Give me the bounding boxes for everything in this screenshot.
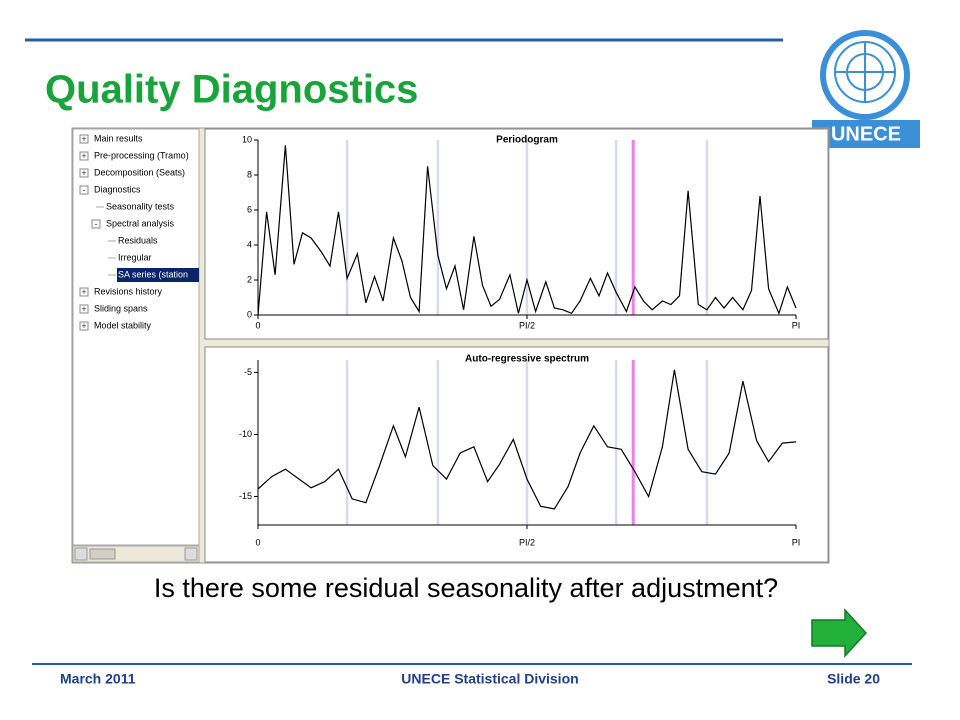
- logo-text: UNECE: [831, 123, 901, 145]
- expander: +: [81, 304, 86, 314]
- tree-item: Main results: [94, 133, 143, 143]
- footer-date: March 2011: [60, 671, 136, 687]
- tree-item: Irregular: [118, 252, 152, 262]
- x-tick-label: PI/2: [519, 537, 535, 547]
- series-line: [257, 369, 797, 510]
- x-tick-label: 0: [255, 320, 260, 330]
- y-tick-label: 6: [247, 204, 252, 214]
- next-arrow[interactable]: [811, 608, 868, 658]
- expander: +: [81, 321, 86, 331]
- expander-box: [91, 219, 101, 229]
- tree-item: Diagnostics: [94, 184, 141, 194]
- y-tick-label: 10: [242, 134, 252, 144]
- y-tick-label: 2: [247, 274, 252, 284]
- x-tick-label: PI: [792, 537, 801, 547]
- expander-box: [79, 185, 89, 195]
- y-tick-label: 8: [247, 169, 252, 179]
- expander: +: [81, 151, 86, 161]
- un-logo: UNECE: [812, 30, 920, 148]
- tree-view: + Main results + Pre-processing (Tramo) + Dec…: [79, 133, 199, 331]
- tree-item: Sliding spans: [94, 303, 148, 313]
- footer-org: UNECE Statistical Division: [401, 671, 578, 687]
- tree-item: Spectral analysis: [106, 218, 175, 228]
- selection: [117, 268, 199, 282]
- tree-item: Model stability: [94, 320, 152, 330]
- tree-item: Seasonality tests: [106, 201, 175, 211]
- expander: -: [83, 185, 86, 195]
- y-tick-label: 0: [247, 309, 252, 319]
- tree-item: Pre-processing (Tramo): [94, 150, 189, 160]
- expander: +: [81, 287, 86, 297]
- tree-item: Decomposition (Seats): [94, 167, 185, 177]
- footer-slide: Slide 20: [827, 671, 880, 687]
- x-tick-label: PI: [792, 320, 801, 330]
- x-tick-label: PI/2: [519, 320, 535, 330]
- series-line: [257, 145, 797, 316]
- y-tick-label: -15: [239, 491, 252, 501]
- tree-item: Revisions history: [94, 286, 163, 296]
- tree-item: SA series (station: [118, 269, 188, 279]
- expander: +: [81, 168, 86, 178]
- y-tick-label: -5: [244, 367, 252, 377]
- question: Is there some residual seasonality after…: [154, 573, 778, 603]
- chart-title: Auto-regressive spectrum: [465, 354, 589, 365]
- y-tick-label: -10: [239, 429, 252, 439]
- expander-box: [79, 168, 89, 178]
- expander-box: [79, 134, 89, 144]
- expander-box: [79, 304, 89, 314]
- expander: +: [81, 134, 86, 144]
- x-tick-label: 0: [255, 537, 260, 547]
- expander-box: [79, 287, 89, 297]
- screenshot: [71, 127, 830, 564]
- slide-title: Quality Diagnostics: [45, 68, 418, 112]
- expander-box: [79, 321, 89, 331]
- y-tick-label: 4: [247, 239, 252, 249]
- expander: -: [95, 219, 98, 229]
- chart-title: Periodogram: [496, 135, 558, 146]
- tree-item: Residuals: [118, 235, 158, 245]
- expander-box: [79, 151, 89, 161]
